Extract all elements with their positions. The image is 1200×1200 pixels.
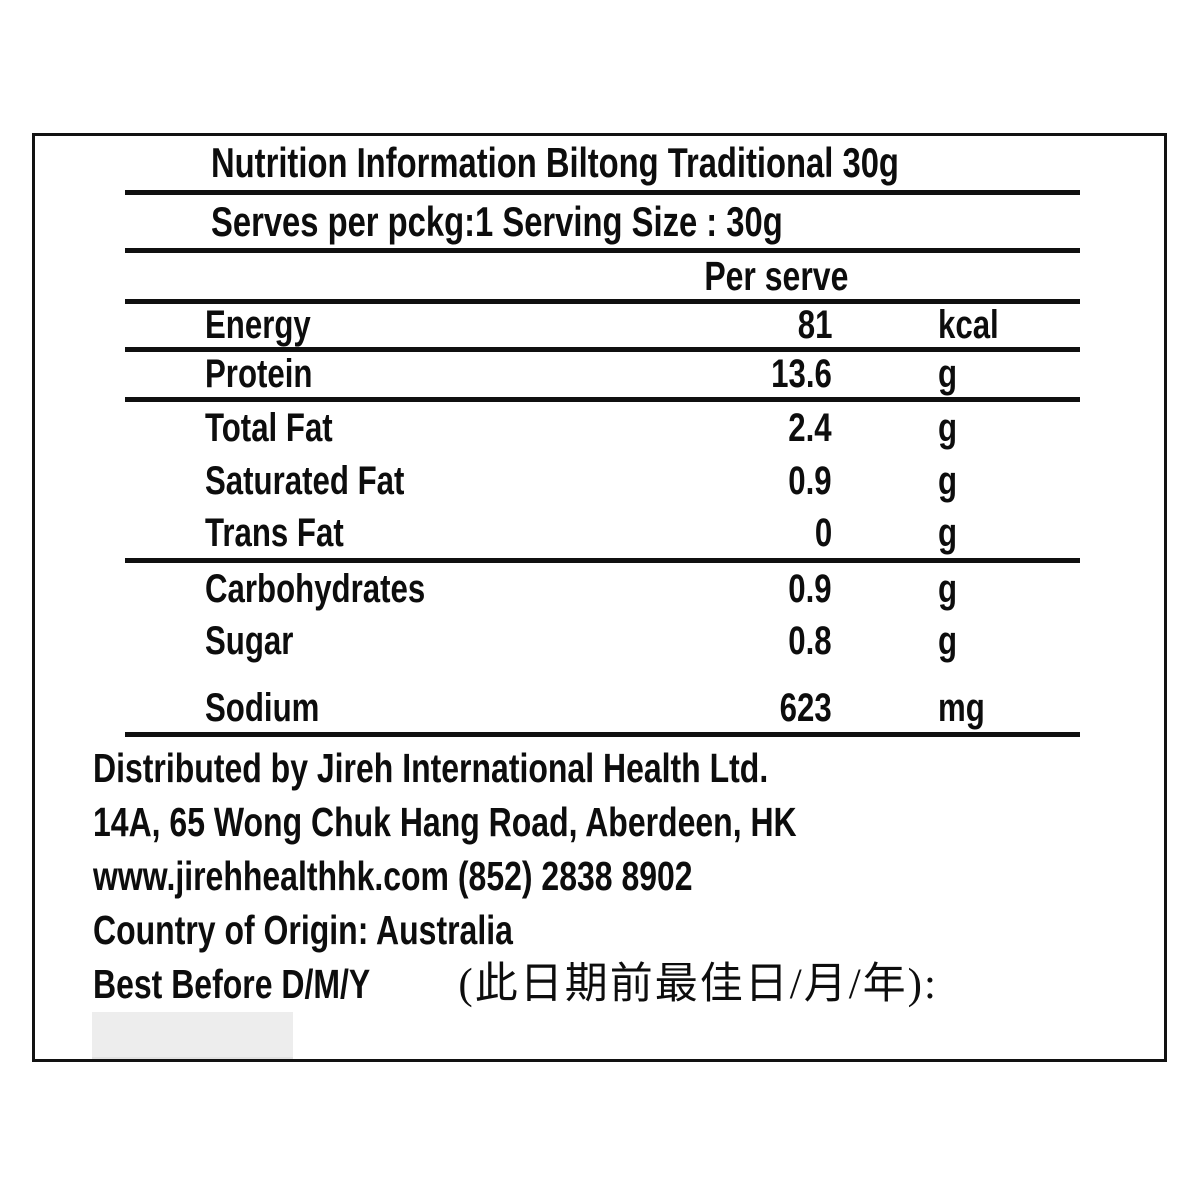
nutrient-name: Sugar xyxy=(205,618,294,663)
nutrient-value: 0.8 xyxy=(788,618,832,663)
nutrient-unit: mg xyxy=(938,686,985,730)
nutrient-value: 0 xyxy=(814,510,832,555)
label-footer: Distributed by Jireh International Healt… xyxy=(93,741,995,1012)
nutrient-value: 13.6 xyxy=(771,352,832,396)
nutrient-row-trans-fat: Trans Fat 0 g xyxy=(35,508,1164,558)
divider-line xyxy=(125,190,1080,195)
nutrient-unit: g xyxy=(938,566,958,611)
serving-info: Serves per pckg:1 Serving Size : 30g xyxy=(211,197,783,245)
divider-line xyxy=(125,732,1080,737)
nutrient-name: Sodium xyxy=(205,686,320,730)
nutrient-value: 2.4 xyxy=(788,406,832,450)
column-header-row: Per serve xyxy=(35,253,1164,299)
divider-line xyxy=(125,299,1080,304)
label-title-row: Nutrition Information Biltong Traditiona… xyxy=(35,136,1164,190)
nutrient-unit: g xyxy=(938,352,958,396)
nutrient-row-sugar: Sugar 0.8 g xyxy=(35,615,1164,667)
best-before-cjk-text: (此日期前最佳日/月/年): xyxy=(458,961,938,1008)
date-stamp-area xyxy=(92,1012,293,1059)
address-text: 14A, 65 Wong Chuk Hang Road, Aberdeen, H… xyxy=(93,799,797,845)
nutrient-name: Saturated Fat xyxy=(205,459,405,503)
nutrient-name: Energy xyxy=(205,303,311,347)
divider-line xyxy=(125,397,1080,402)
nutrition-label-box: Nutrition Information Biltong Traditiona… xyxy=(32,133,1167,1062)
nutrient-name: Carbohydrates xyxy=(205,566,426,611)
nutrient-row-total-fat: Total Fat 2.4 g xyxy=(35,402,1164,455)
distributor-text: Distributed by Jireh International Healt… xyxy=(93,745,769,791)
per-serve-header: Per serve xyxy=(703,252,849,299)
website-phone-text: www.jirehhealthhk.com (852) 2838 8902 xyxy=(93,853,693,899)
nutrient-unit: g xyxy=(938,510,958,555)
nutrient-row-sodium: Sodium 623 mg xyxy=(35,685,1164,732)
nutrient-unit: g xyxy=(938,618,958,663)
nutrient-value: 623 xyxy=(779,686,832,730)
nutrient-unit: g xyxy=(938,406,958,450)
label-title: Nutrition Information Biltong Traditiona… xyxy=(211,139,899,186)
nutrient-value: 0.9 xyxy=(788,459,832,503)
nutrient-row-protein: Protein 13.6 g xyxy=(35,352,1164,397)
nutrient-row-energy: Energy 81 kcal xyxy=(35,303,1164,347)
nutrient-name: Protein xyxy=(205,352,313,396)
nutrient-row-carbohydrates: Carbohydrates 0.9 g xyxy=(35,563,1164,615)
nutrient-name: Trans Fat xyxy=(205,510,344,555)
country-of-origin-text: Country of Origin: Australia xyxy=(93,907,513,953)
serving-info-row: Serves per pckg:1 Serving Size : 30g xyxy=(35,195,1164,248)
nutrient-unit: g xyxy=(938,459,958,503)
nutrient-value: 0.9 xyxy=(788,566,832,611)
divider-line xyxy=(125,558,1080,563)
divider-line xyxy=(125,248,1080,253)
divider-line xyxy=(125,347,1080,352)
nutrient-name: Total Fat xyxy=(205,406,333,450)
nutrient-row-saturated-fat: Saturated Fat 0.9 g xyxy=(35,455,1164,508)
best-before-label: Best Before D/M/Y xyxy=(93,961,371,1007)
nutrient-unit: kcal xyxy=(938,303,999,347)
nutrient-value: 81 xyxy=(797,303,832,347)
